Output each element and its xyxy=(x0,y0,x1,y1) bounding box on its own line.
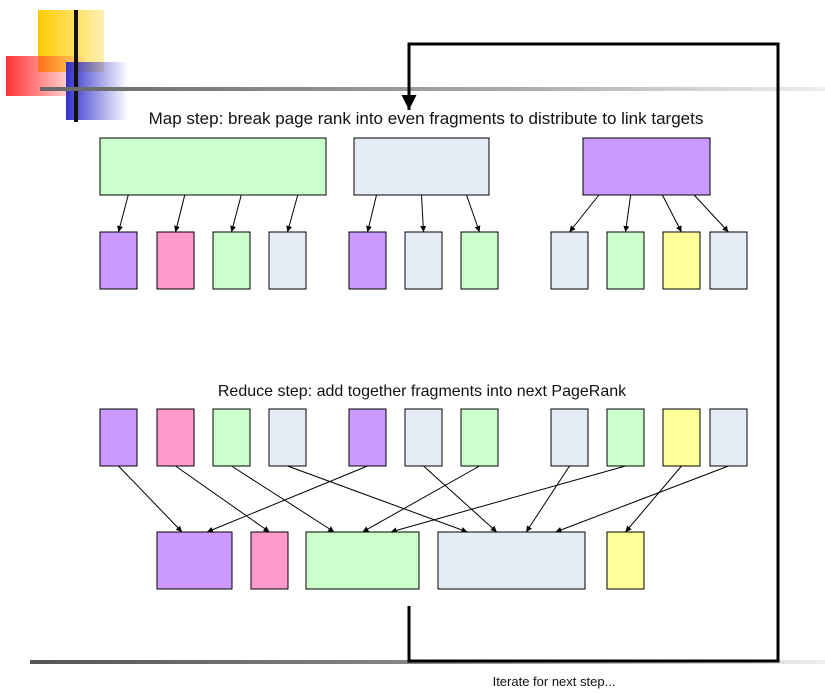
boxes-layer xyxy=(99,137,748,590)
reduce-fragment-2 xyxy=(156,408,195,467)
map-fragment-3-1 xyxy=(550,231,589,290)
reduce-arrow-8 xyxy=(525,465,570,533)
reduce-fragment-5 xyxy=(348,408,387,467)
reduce-arrow-9 xyxy=(390,465,626,534)
reduce-result-1 xyxy=(156,531,233,590)
map-fragment-2-2 xyxy=(404,231,443,290)
map-source-page-2 xyxy=(353,137,490,196)
reduce-arrow-7 xyxy=(362,465,480,533)
reduce-fragment-8 xyxy=(550,408,589,467)
map-arrow-1-4 xyxy=(286,194,299,233)
reduce-fragment-6 xyxy=(404,408,443,467)
map-arrow-1-2 xyxy=(174,194,186,233)
map-fragment-3-4 xyxy=(709,231,748,290)
reduce-arrow-6 xyxy=(423,465,498,533)
reduce-result-4 xyxy=(437,531,586,590)
map-fragment-2-3 xyxy=(460,231,499,290)
reduce-fragment-7 xyxy=(460,408,499,467)
map-arrow-3-2 xyxy=(623,194,632,233)
map-arrow-2-1 xyxy=(366,194,377,233)
map-fragment-3-2 xyxy=(606,231,645,290)
reduce-result-3 xyxy=(305,531,420,590)
reduce-result-2 xyxy=(250,531,289,590)
reduce-arrow-4 xyxy=(287,465,468,533)
slide-decoration xyxy=(6,10,825,122)
map-fragment-1-4 xyxy=(268,231,307,290)
map-arrow-1-1 xyxy=(117,194,129,233)
reduce-fragment-11 xyxy=(709,408,748,467)
reduce-arrow-1 xyxy=(118,465,183,533)
map-arrow-1-3 xyxy=(230,194,242,233)
decor-vertical-line xyxy=(74,10,78,122)
map-fragment-3-3 xyxy=(662,231,701,290)
reduce-fragment-1 xyxy=(99,408,138,467)
reduce-arrow-11 xyxy=(555,465,729,533)
decor-top-rule xyxy=(40,87,825,91)
map-fragment-1-2 xyxy=(156,231,195,290)
arrows-layer xyxy=(117,194,729,534)
reduce-arrow-3 xyxy=(231,465,335,533)
map-arrow-3-3 xyxy=(661,194,682,233)
map-arrow-3-4 xyxy=(693,194,729,233)
reduce-arrow-5 xyxy=(206,465,368,533)
map-arrow-2-2 xyxy=(420,194,427,233)
reduce-arrow-2 xyxy=(175,465,270,533)
reduce-arrow-10 xyxy=(625,465,682,533)
map-step-title: Map step: break page rank into even frag… xyxy=(149,109,704,128)
iterate-label: Iterate for next step... xyxy=(493,674,616,689)
map-fragment-1-1 xyxy=(99,231,138,290)
reduce-fragment-3 xyxy=(212,408,251,467)
reduce-fragment-9 xyxy=(606,408,645,467)
reduce-fragment-10 xyxy=(662,408,701,467)
map-source-page-3 xyxy=(582,137,711,196)
map-fragment-2-1 xyxy=(348,231,387,290)
map-source-page-1 xyxy=(99,137,327,196)
map-arrow-2-3 xyxy=(466,194,481,233)
reduce-fragment-4 xyxy=(268,408,307,467)
map-fragment-1-3 xyxy=(212,231,251,290)
iteration-loop-line xyxy=(401,42,780,663)
map-arrow-3-1 xyxy=(569,194,600,233)
reduce-result-5 xyxy=(606,531,645,590)
reduce-step-title: Reduce step: add together fragments into… xyxy=(218,383,627,400)
